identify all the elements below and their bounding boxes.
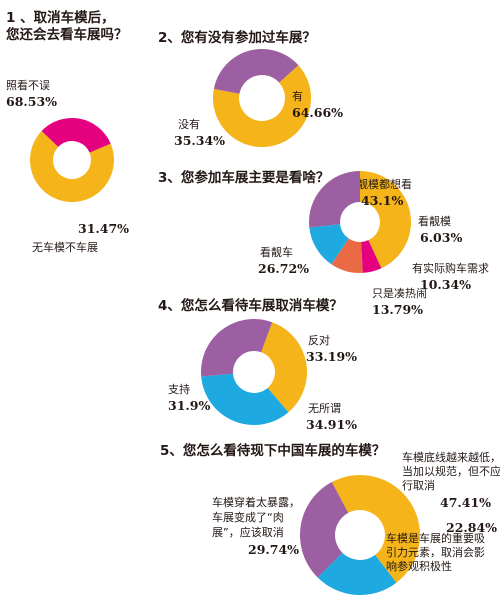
slice-label: 反对 xyxy=(308,333,330,347)
chart-title: 您还会去看车展吗？ xyxy=(6,26,128,43)
donut-slice xyxy=(261,322,307,413)
slice-value: 35.34% xyxy=(174,133,225,148)
slice-label: 车模底线越来越低，应 xyxy=(402,450,500,464)
slice-label: 车展变成了“肉 xyxy=(212,510,284,524)
chart-title: 4、您怎么看待车展取消车模？ xyxy=(158,297,343,314)
donut-slice xyxy=(360,171,411,269)
donut-slice xyxy=(201,373,289,425)
donut-slice xyxy=(41,118,111,153)
slice-label: 当加以规范，但不应强 xyxy=(402,464,500,478)
donut-slice xyxy=(309,224,349,265)
slice-label: 车模穿着太暴露， xyxy=(212,495,300,509)
slice-value: 47.41% xyxy=(440,495,491,510)
slice-label: 车模是车展的重要吸 xyxy=(386,531,485,545)
chart-title: 2、您有没有参加过车展？ xyxy=(158,29,316,46)
slice-value: 31.47% xyxy=(78,221,129,236)
donut-slice xyxy=(212,65,311,147)
slice-label: 看靓模 xyxy=(418,214,451,228)
slice-value: 26.72% xyxy=(258,261,309,276)
slice-value: 43.1% xyxy=(361,193,403,208)
slice-label: 有 xyxy=(292,89,303,103)
slice-label: 看靓车 xyxy=(260,245,293,259)
slice-label: 没有 xyxy=(178,117,200,131)
chart-q3: 3、您参加车展主要是看啥？ 靓车靓模都想看43.1%看靓模6.03%有实际购车需求… xyxy=(158,169,489,317)
chart-title: 5、您怎么看待现下中国车展的车模？ xyxy=(160,442,385,459)
donut-slice xyxy=(29,130,114,203)
slice-label: 响参观积极性 xyxy=(386,559,452,573)
chart-q4: 4、您怎么看待车展取消车模？ 反对 33.19% 无所谓 34.91% 支持 31.9% xyxy=(158,297,357,432)
donut-slice xyxy=(317,552,397,595)
donut-slice xyxy=(299,482,349,578)
chart-q1: 1 、取消车模后，您还会去看车展吗？ 照看不误 68.53% 无车模不车展 31.47% xyxy=(6,9,129,254)
slice-label: 支持 xyxy=(168,382,190,396)
donut-slice xyxy=(331,238,363,274)
slice-label: 引力元素，取消会影 xyxy=(386,545,485,559)
slice-value: 68.53% xyxy=(6,94,57,109)
slice-value: 10.34% xyxy=(420,277,471,292)
slice-label: 无所谓 xyxy=(308,402,341,415)
donut-slice xyxy=(309,171,360,228)
slice-label: 有实际购车需求 xyxy=(412,261,489,275)
donut-slice xyxy=(213,48,299,94)
slice-value: 34.91% xyxy=(306,417,357,432)
slice-value: 33.19% xyxy=(306,349,357,364)
donut-slice xyxy=(201,319,273,377)
slice-value: 31.9% xyxy=(168,398,210,413)
donut-slice xyxy=(331,474,421,583)
chart-title: 3、您参加车展主要是看啥？ xyxy=(158,169,329,186)
donut-slice xyxy=(361,240,382,273)
slice-value: 6.03% xyxy=(420,230,462,245)
slice-value: 29.74% xyxy=(248,542,299,557)
chart-q2: 2、您有没有参加过车展？ 有 64.66% 没有 35.34% xyxy=(158,29,343,148)
slice-label: 行取消 xyxy=(402,478,435,492)
slice-label: 只是凑热闹 xyxy=(372,286,427,300)
slice-label: 展”，应该取消 xyxy=(212,525,284,539)
slice-value: 22.84% xyxy=(446,520,497,535)
chart-title: 1 、取消车模后， xyxy=(6,9,115,26)
slice-value: 13.79% xyxy=(372,302,423,317)
slice-value: 64.66% xyxy=(292,105,343,120)
slice-label: 照看不误 xyxy=(6,78,50,92)
chart-q5: 5、您怎么看待现下中国车展的车模？ 车模底线越来越低，应当加以规范，但不应强行取消… xyxy=(160,442,500,595)
slice-label: 无车模不车展 xyxy=(32,240,98,254)
